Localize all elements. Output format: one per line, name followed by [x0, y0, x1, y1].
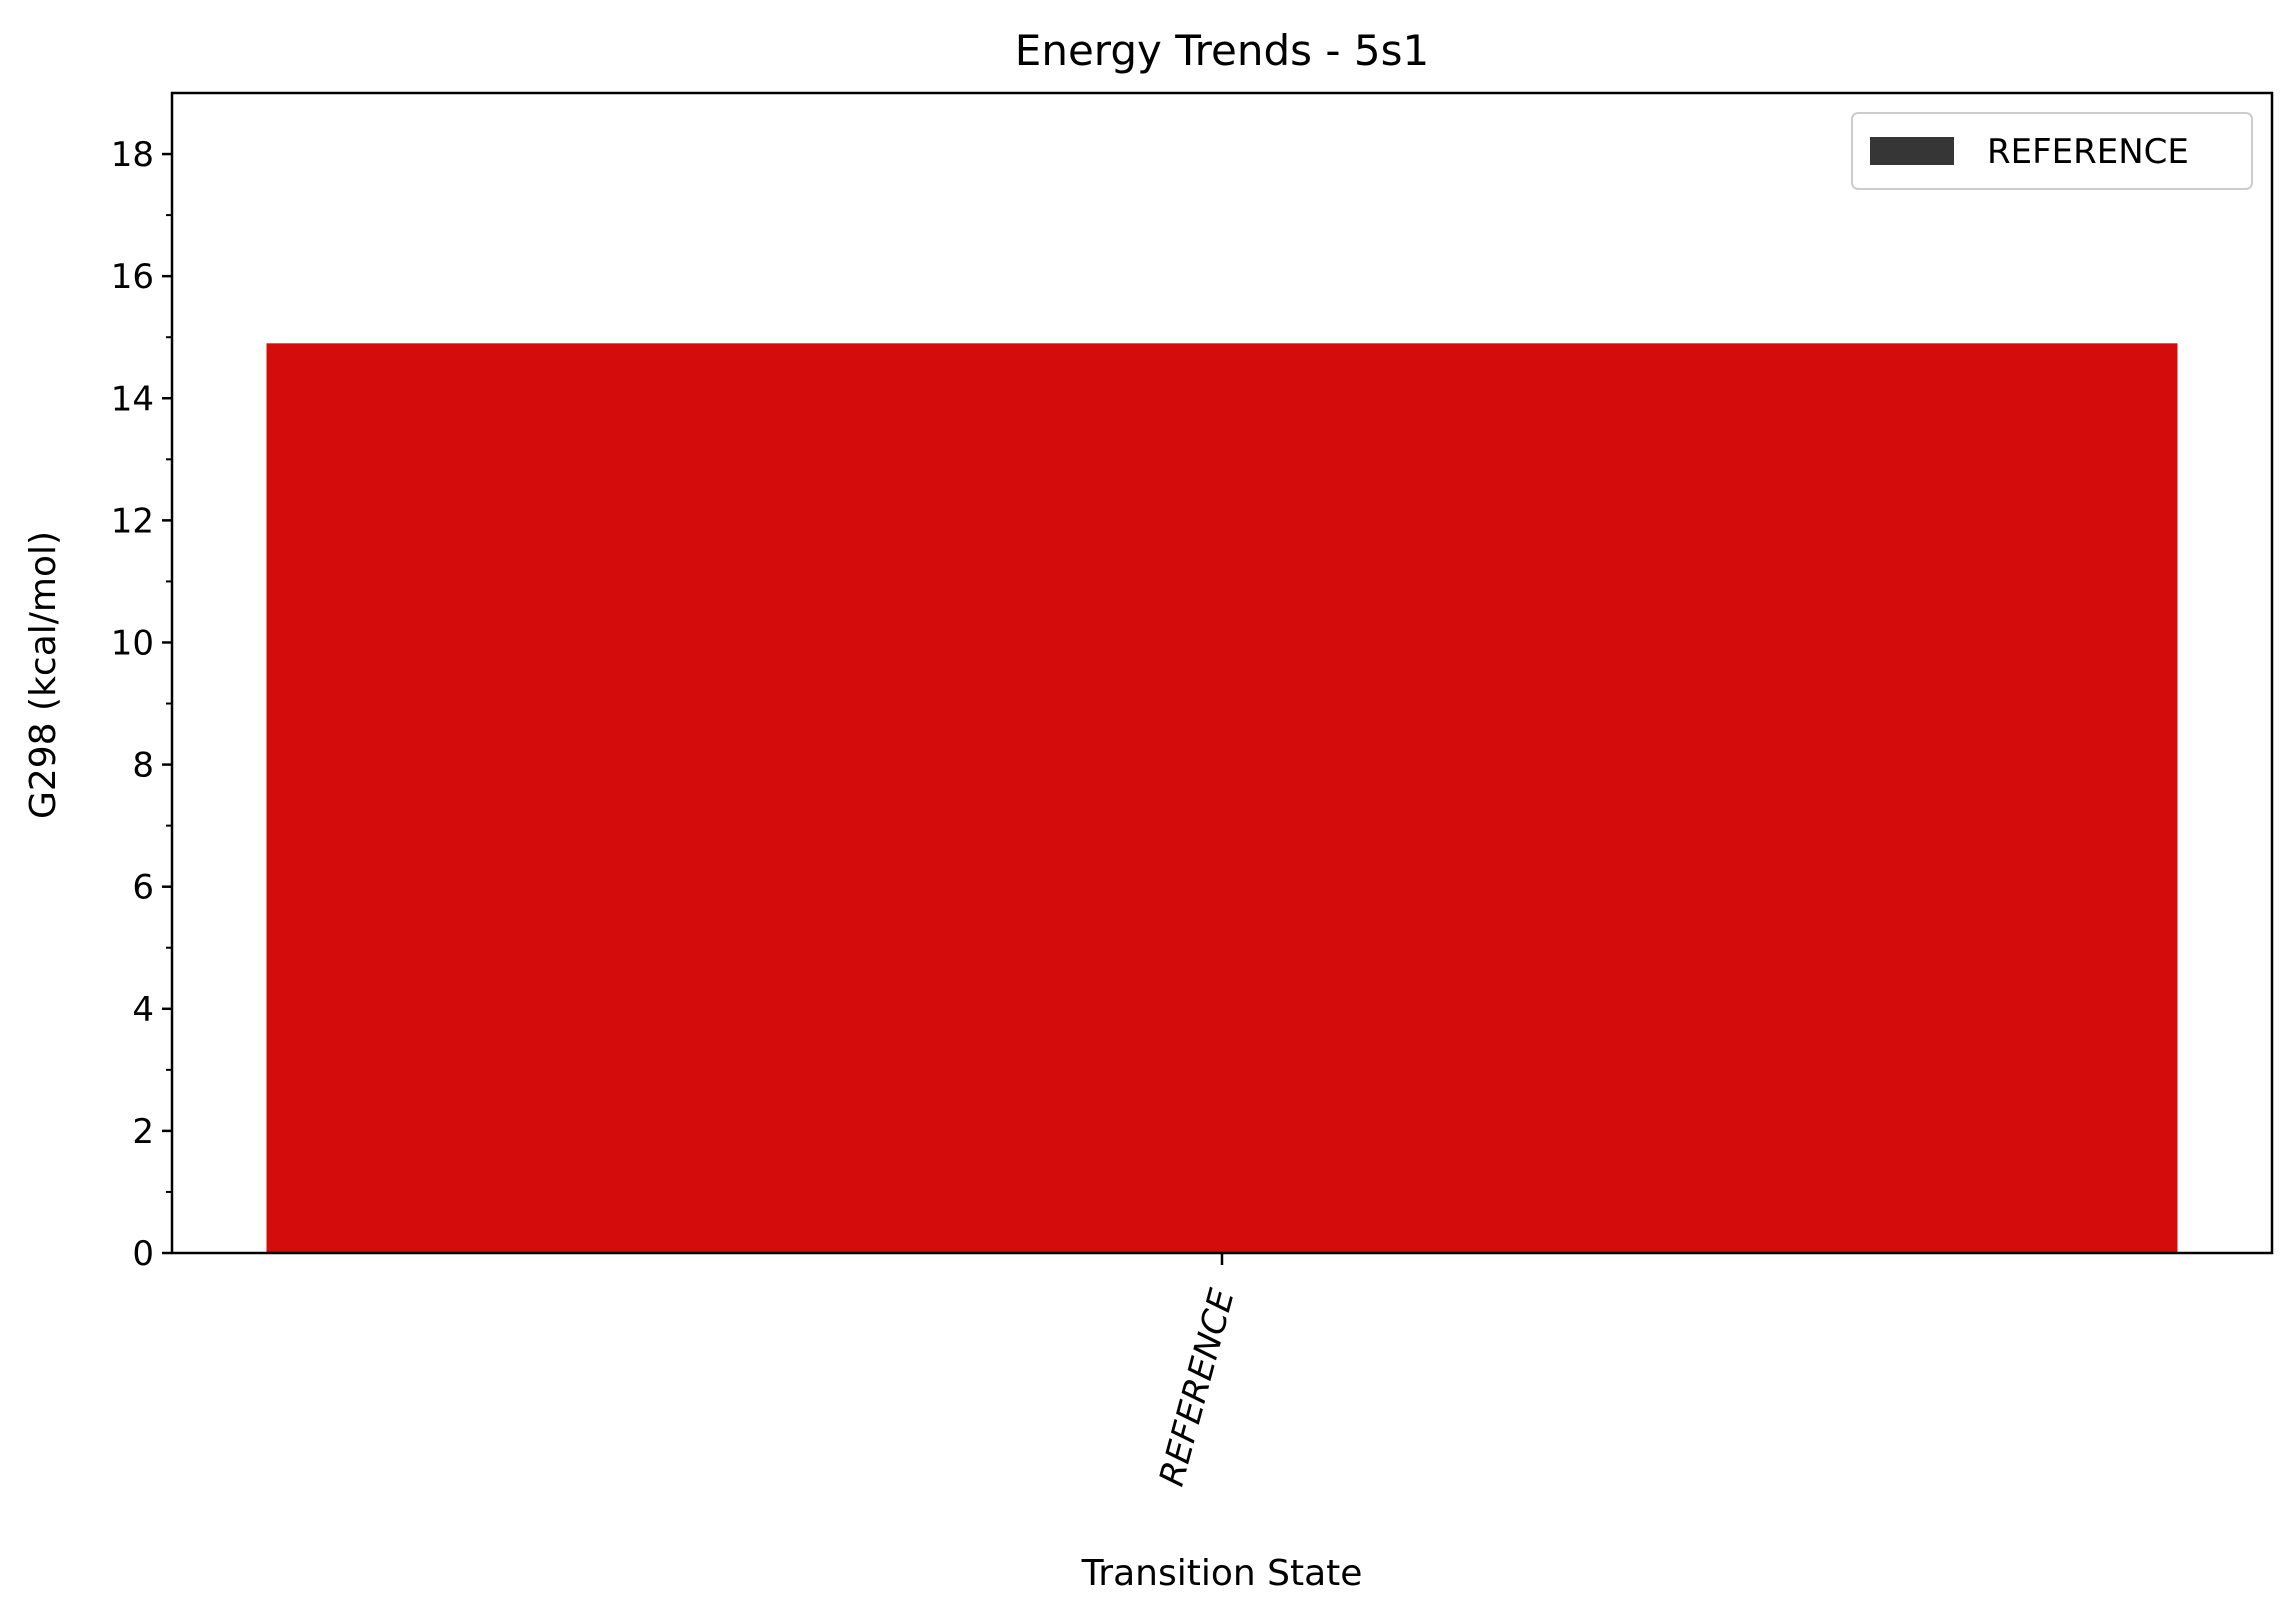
y-tick-label-12: 12 — [111, 501, 154, 541]
y-tick-label-0: 0 — [132, 1234, 154, 1274]
legend-box — [1851, 112, 2253, 190]
y-tick-label-4: 4 — [132, 990, 154, 1030]
y-tick-label-16: 16 — [111, 257, 154, 297]
y-tick-label-14: 14 — [111, 379, 154, 419]
bar-reference — [266, 343, 2178, 1253]
y-tick-label-6: 6 — [132, 868, 154, 908]
y-axis-title: G298 (kcal/mol) — [23, 531, 64, 819]
y-tick-label-8: 8 — [132, 746, 154, 786]
y-tick-label-18: 18 — [111, 135, 154, 175]
y-tick-label-10: 10 — [111, 623, 154, 663]
y-tick-label-2: 2 — [132, 1112, 154, 1152]
plot-area: 0 2 4 6 8 10 12 14 16 18 REFERENCE — [111, 91, 2274, 1490]
legend: REFERENCE — [1851, 112, 2253, 190]
chart-title: Energy Trends - 5s1 — [1015, 26, 1429, 75]
legend-swatch — [1870, 137, 1954, 165]
x-axis-title: Transition State — [1081, 1553, 1363, 1594]
legend-label: REFERENCE — [1987, 132, 2189, 172]
